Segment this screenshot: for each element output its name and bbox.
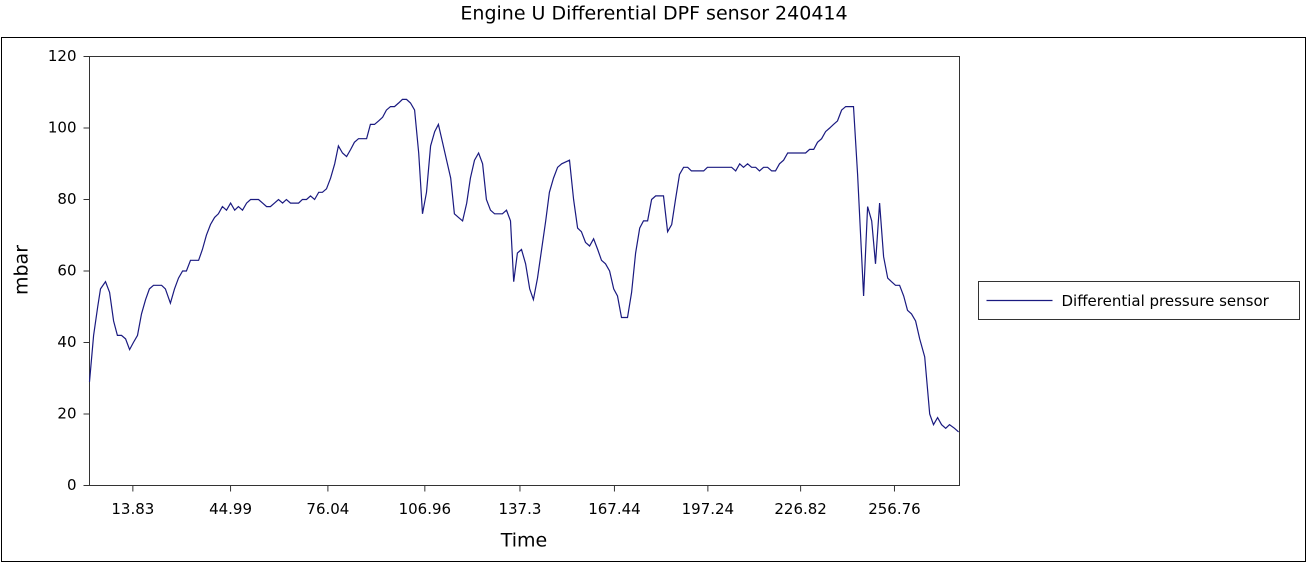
y-tick-label: 40 xyxy=(57,333,76,351)
x-tick-label: 76.04 xyxy=(306,500,349,518)
y-tick-label: 0 xyxy=(67,476,77,494)
y-tick-label: 100 xyxy=(48,119,77,137)
x-tick-label: 44.99 xyxy=(209,500,252,518)
y-tick-label: 60 xyxy=(57,262,76,280)
chart-title: Engine U Differential DPF sensor 240414 xyxy=(460,3,847,25)
x-tick-label: 197.24 xyxy=(682,500,735,518)
x-axis-label: Time xyxy=(500,530,548,552)
legend-label: Differential pressure sensor xyxy=(1062,292,1270,310)
y-tick-label: 20 xyxy=(57,405,76,423)
x-tick-label: 137.3 xyxy=(498,500,541,518)
x-tick-label: 167.44 xyxy=(588,500,641,518)
x-tick-label: 226.82 xyxy=(774,500,827,518)
x-tick-label: 13.83 xyxy=(111,500,154,518)
x-tick-label: 256.76 xyxy=(868,500,921,518)
chart-frame xyxy=(1,37,1306,562)
plot-area xyxy=(89,56,960,486)
y-tick-label: 80 xyxy=(57,190,76,208)
data-line xyxy=(88,98,959,433)
y-axis-label: mbar xyxy=(11,245,33,295)
x-tick-label: 106.96 xyxy=(399,500,452,518)
y-tick-label: 120 xyxy=(48,47,77,65)
